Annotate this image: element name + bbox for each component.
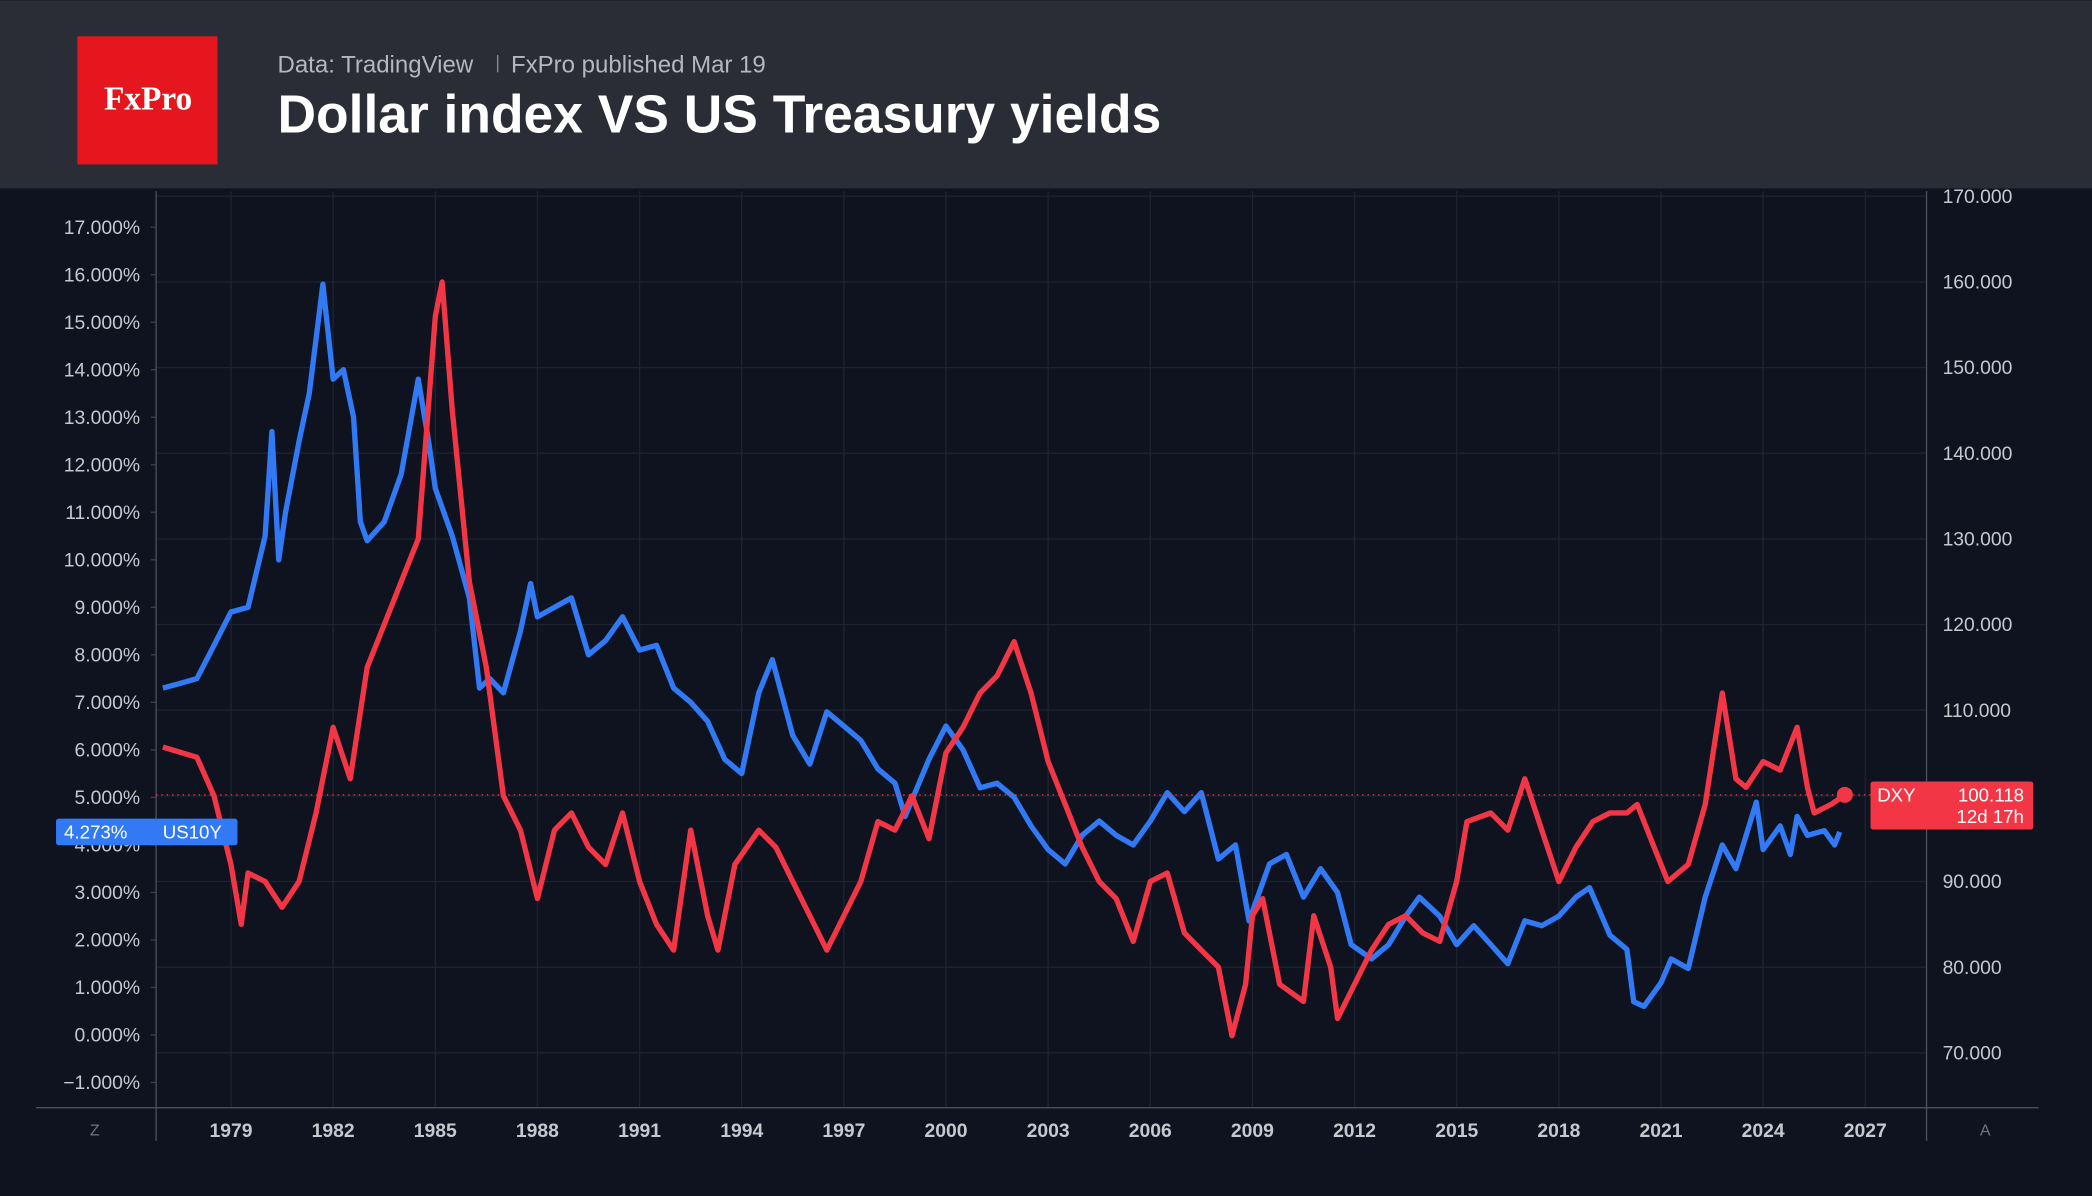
- series-name: US10Y: [163, 822, 223, 843]
- last-value: 4.273%: [64, 822, 127, 843]
- x-tick-label: 2015: [1435, 1120, 1478, 1142]
- x-tick-label: 2000: [924, 1120, 967, 1142]
- y-tick-label: 11.000%: [65, 502, 140, 524]
- published: FxPro published Mar 19: [511, 51, 766, 78]
- y-tick-label: 16.000%: [64, 264, 140, 286]
- x-tick-label: 2027: [1844, 1120, 1887, 1142]
- y-tick-label: 17.000%: [64, 217, 140, 239]
- y2-tick-label: 150.000: [1943, 357, 2013, 379]
- x-tick-label: 2006: [1129, 1120, 1172, 1142]
- y-tick-label: 3.000%: [75, 882, 141, 904]
- x-tick-label: 2009: [1231, 1120, 1274, 1142]
- y-tick-label: 12.000%: [64, 454, 140, 476]
- x-tick-label: 2012: [1333, 1120, 1376, 1142]
- y-tick-label: 8.000%: [75, 645, 141, 667]
- y-tick-label: 10.000%: [64, 549, 140, 571]
- x-tick-label: 2018: [1537, 1120, 1580, 1142]
- y2-tick-label: 70.000: [1943, 1043, 2002, 1065]
- x-tick-label: 2021: [1639, 1120, 1682, 1142]
- x-tick-label: 1988: [516, 1120, 559, 1142]
- y-tick-label: 0.000%: [75, 1025, 141, 1047]
- x-tick-label: 2003: [1027, 1120, 1070, 1142]
- y2-tick-label: 170.000: [1943, 186, 2013, 208]
- plot: 1979 1982 1985 1988 1991 1994 1997 2000 2003 2006…: [36, 186, 2039, 1142]
- y2-tick-label: 140.000: [1943, 443, 2013, 465]
- y-tick-label: 2.000%: [75, 930, 141, 952]
- y-tick-label: 5.000%: [75, 787, 141, 809]
- y-tick-label: −1.000%: [63, 1072, 140, 1094]
- y-tick-label: 1.000%: [75, 977, 141, 999]
- logo-box: [77, 36, 218, 165]
- y2-tick-label: 80.000: [1943, 957, 2002, 979]
- series-line: [162, 281, 1843, 1010]
- x-tick-label: 1991: [618, 1120, 661, 1142]
- x-tick-label: 1982: [312, 1120, 355, 1142]
- y2-tick-label: 120.000: [1943, 614, 2013, 636]
- x-tick-label: 1985: [414, 1120, 457, 1142]
- y-tick-label: 13.000%: [64, 407, 140, 429]
- x-tick-label: 1994: [720, 1120, 763, 1142]
- y2-tick-label: 110.000: [1943, 700, 2011, 722]
- y-tick-label: 14.000%: [64, 359, 140, 381]
- chart-title: Dollar index VS US Treasury yields: [278, 85, 1162, 144]
- scale-button[interactable]: A: [1980, 1123, 1991, 1140]
- countdown: 12d 17h: [1957, 806, 2024, 827]
- series-line: [162, 279, 1847, 1039]
- logo: FxPro: [104, 81, 192, 118]
- y-tick-label: 6.000%: [75, 740, 141, 762]
- y2-tick-label: 90.000: [1943, 871, 2002, 893]
- price-tag: [1870, 781, 2034, 830]
- x-tick-label: 2024: [1742, 1120, 1785, 1142]
- x-tick-label: 1979: [210, 1120, 253, 1142]
- header-bar: [0, 0, 2092, 189]
- y-tick-label: 9.000%: [75, 597, 141, 619]
- y-tick-label: 15.000%: [64, 312, 140, 334]
- y2-tick-label: 160.000: [1943, 272, 2013, 294]
- last-point: [1836, 786, 1853, 803]
- source: Data: TradingView: [278, 51, 474, 78]
- price-tag: [56, 818, 238, 846]
- y2-tick-label: 130.000: [1943, 529, 2013, 551]
- last-value: 100.118: [1958, 785, 2024, 806]
- y-tick-label: 7.000%: [75, 692, 141, 714]
- x-tick-label: 1997: [822, 1120, 865, 1142]
- scale-button[interactable]: Z: [90, 1123, 100, 1140]
- series-name: DXY: [1877, 785, 1916, 806]
